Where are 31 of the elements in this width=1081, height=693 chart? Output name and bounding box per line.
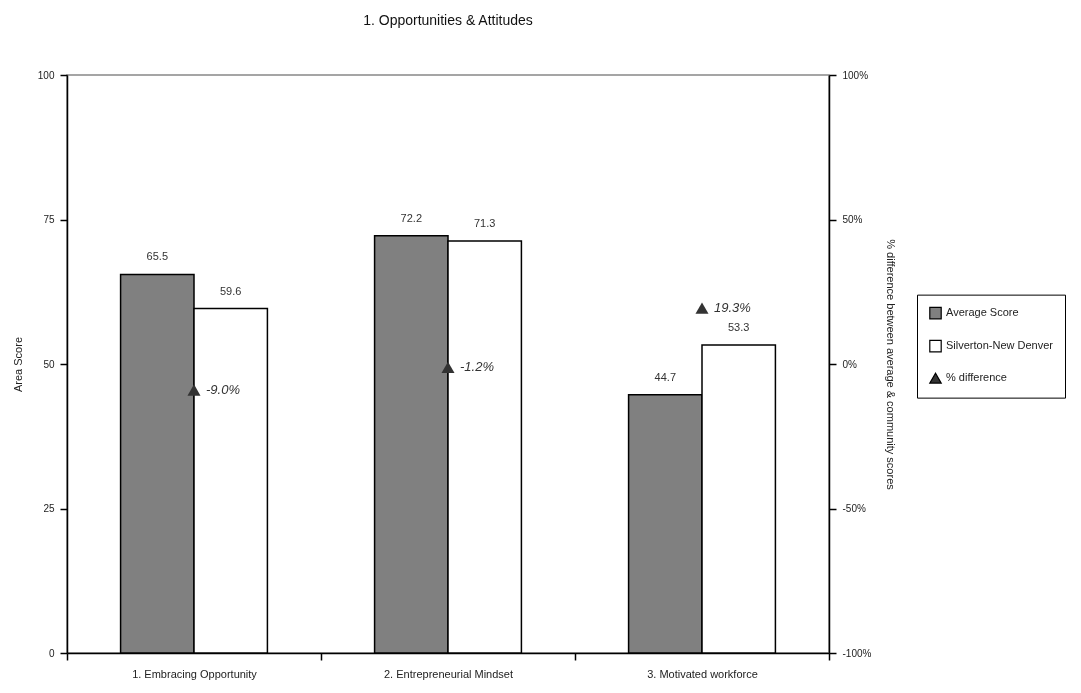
point <box>695 302 709 314</box>
y2-axis-title: % difference between average & community scores <box>885 239 898 491</box>
chart-title: 1. Opportunities & Attitudes <box>363 12 533 28</box>
legend-label: Silverton-New Denver <box>946 339 1054 352</box>
data-label: 59.6 <box>219 284 242 297</box>
y2-tick-label: 0% <box>842 358 858 370</box>
data-label: 65.5 <box>146 250 169 263</box>
data-label: -9.0% <box>206 382 240 398</box>
y-tick-label: 50 <box>43 358 55 370</box>
y2-tick-label: -100% <box>842 647 872 659</box>
y2-tick-label: -50% <box>842 503 866 514</box>
data-label: 19.3% <box>714 300 751 316</box>
data-label: 44.7 <box>654 370 677 383</box>
x-tick-label: 2. Entrepreneurial Mindset <box>383 667 514 680</box>
y-tick-label: 0 <box>48 647 55 659</box>
data-label: -1.2% <box>460 359 494 375</box>
y2-tick-label: 50% <box>842 214 863 225</box>
y-tick-label: 75 <box>43 214 55 225</box>
point <box>441 361 455 374</box>
y2-tick-label: 100% <box>842 69 869 81</box>
y-axis-title: Area Score <box>11 336 24 393</box>
point <box>187 384 201 396</box>
legend-label: % difference <box>946 371 1007 384</box>
data-label: 53.3 <box>727 320 750 333</box>
data-label: 72.2 <box>400 211 423 224</box>
y-tick-label: 25 <box>43 503 55 514</box>
legend-label: Average Score <box>946 306 1019 319</box>
data-label: 71.3 <box>473 216 496 229</box>
x-tick-label: 3. Motivated workforce <box>647 667 758 680</box>
y-tick-label: 100 <box>37 69 55 81</box>
x-tick-label: 1. Embracing Opportunity <box>132 667 258 680</box>
